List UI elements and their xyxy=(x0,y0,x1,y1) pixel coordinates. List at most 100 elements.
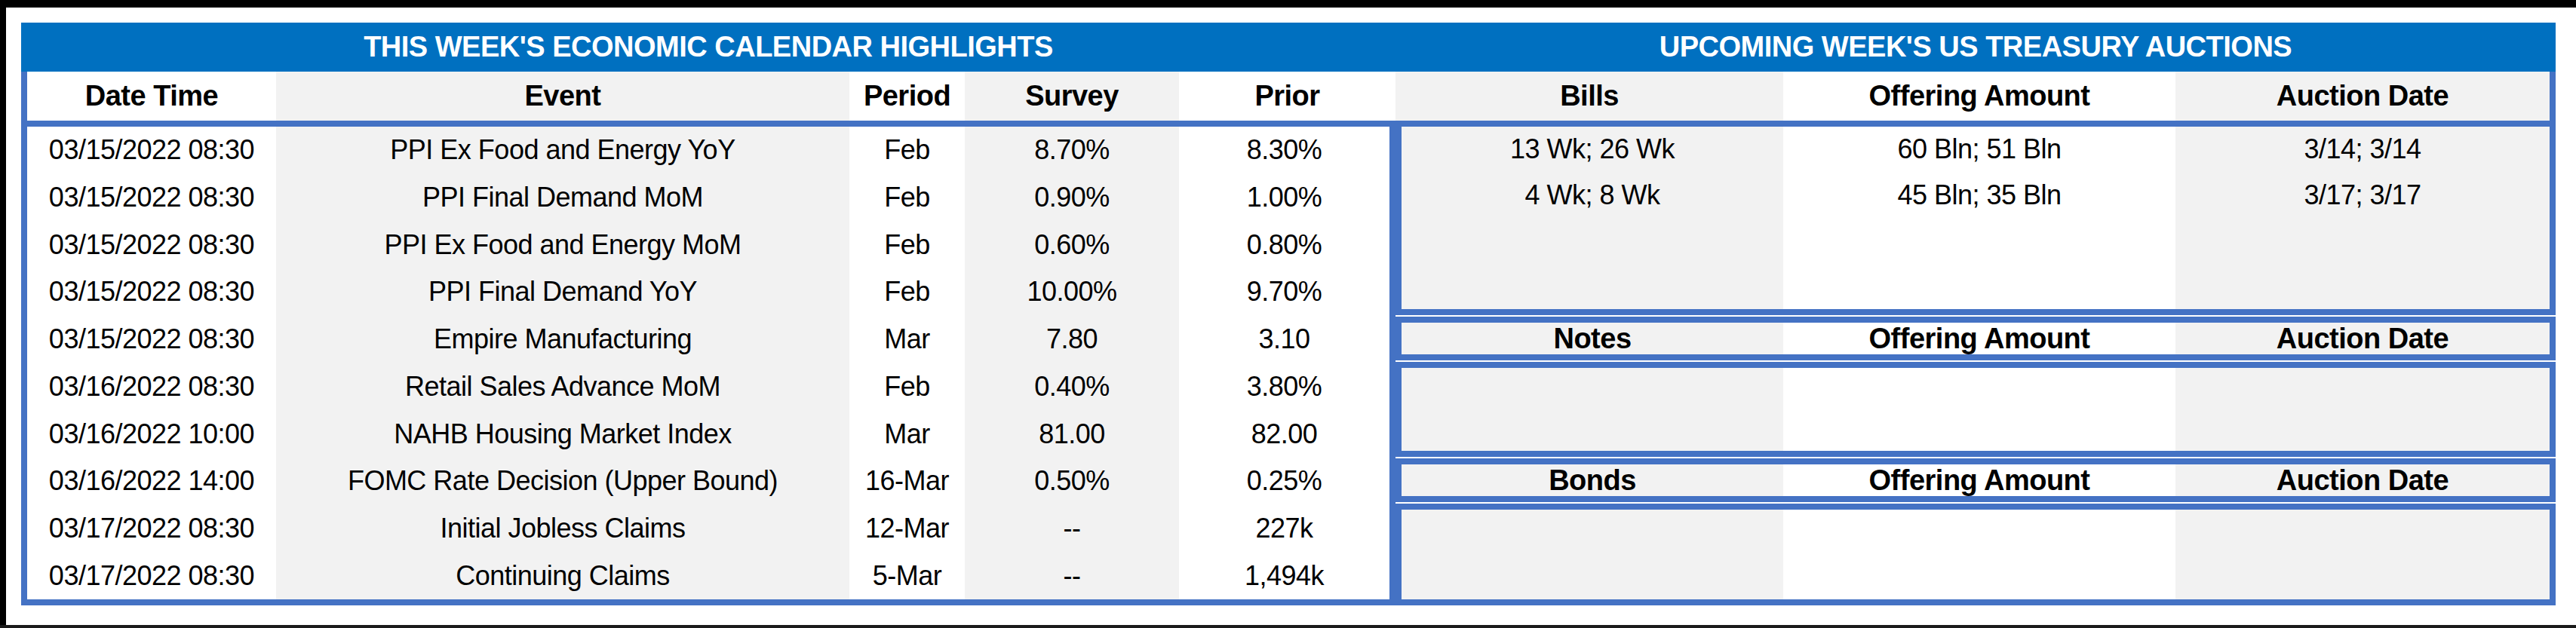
econ-calendar-title: THIS WEEK'S ECONOMIC CALENDAR HIGHLIGHTS xyxy=(21,23,1395,72)
bills-cell-offering: 60 Bln; 51 Bln xyxy=(1783,127,2175,173)
econ-cell-date-time: 03/15/2022 08:30 xyxy=(27,268,276,316)
econ-cell-period: Mar xyxy=(849,410,965,458)
econ-cell-date-time: 03/17/2022 08:30 xyxy=(27,505,276,553)
econ-cell-event: Retail Sales Advance MoM xyxy=(276,363,849,411)
bills-cell-auction xyxy=(2175,218,2550,264)
bills-cell-security: 4 Wk; 8 Wk xyxy=(1402,173,1783,219)
econ-cell-date-time: 03/16/2022 14:00 xyxy=(27,458,276,505)
econ-cell-date-time: 03/15/2022 08:30 xyxy=(27,221,276,268)
notes-row-empty xyxy=(1402,368,2550,451)
econ-cell-event: Empire Manufacturing xyxy=(276,316,849,363)
econ-cell-period: Feb xyxy=(849,221,965,268)
col-header-prior: Prior xyxy=(1179,72,1395,121)
econ-cell-date-time: 03/16/2022 10:00 xyxy=(27,410,276,458)
econ-cell-prior: 8.30% xyxy=(1179,127,1389,174)
col-header-notes: Notes xyxy=(1402,323,1783,354)
notes-section xyxy=(1395,362,2556,457)
econ-cell-event: FOMC Rate Decision (Upper Bound) xyxy=(276,458,849,505)
col-header-offering-amount: Offering Amount xyxy=(1783,72,2175,121)
econ-cell-prior: 3.80% xyxy=(1179,363,1389,411)
bills-section: 13 Wk; 26 Wk 60 Bln; 51 Bln 3/14; 3/14 4… xyxy=(1395,121,2556,315)
title-bar: THIS WEEK'S ECONOMIC CALENDAR HIGHLIGHTS… xyxy=(21,23,2556,72)
econ-row: 03/15/2022 08:30 PPI Ex Food and Energy … xyxy=(27,127,1389,174)
econ-cell-survey: 8.70% xyxy=(965,127,1179,174)
econ-cell-prior: 9.70% xyxy=(1179,268,1389,316)
frame-border-left xyxy=(0,0,6,628)
col-header-period: Period xyxy=(849,72,965,121)
bills-row: 13 Wk; 26 Wk 60 Bln; 51 Bln 3/14; 3/14 xyxy=(1402,127,2550,173)
econ-cell-survey: 0.50% xyxy=(965,458,1179,505)
econ-cell-event: PPI Final Demand YoY xyxy=(276,268,849,316)
econ-cell-date-time: 03/15/2022 08:30 xyxy=(27,316,276,363)
econ-cell-event: Continuing Claims xyxy=(276,552,849,599)
data-area: 03/15/2022 08:30 PPI Ex Food and Energy … xyxy=(21,121,2556,605)
col-header-event: Event xyxy=(276,72,849,121)
econ-cell-prior: 0.25% xyxy=(1179,458,1389,505)
econ-cell-period: Mar xyxy=(849,316,965,363)
col-header-bonds: Bonds xyxy=(1402,464,1783,496)
notes-header-row: Notes Offering Amount Auction Date xyxy=(1395,317,2556,360)
econ-row: 03/17/2022 08:30 Continuing Claims 5-Mar… xyxy=(27,552,1389,599)
bonds-row-empty xyxy=(1402,510,2550,599)
notes-cell-security xyxy=(1402,368,1783,451)
treasury-auctions-body: 13 Wk; 26 Wk 60 Bln; 51 Bln 3/14; 3/14 4… xyxy=(1395,121,2556,605)
econ-cell-survey: 0.60% xyxy=(965,221,1179,268)
econ-cell-survey: -- xyxy=(965,552,1179,599)
col-header-notes-auction: Auction Date xyxy=(2175,323,2550,354)
econ-cell-period: Feb xyxy=(849,363,965,411)
econ-cell-survey: -- xyxy=(965,505,1179,553)
bills-cell-security xyxy=(1402,218,1783,264)
econ-calendar-body: 03/15/2022 08:30 PPI Ex Food and Energy … xyxy=(21,121,1395,605)
econ-row: 03/15/2022 08:30 Empire Manufacturing Ma… xyxy=(27,316,1389,363)
econ-row: 03/15/2022 08:30 PPI Final Demand YoY Fe… xyxy=(27,268,1389,316)
bills-cell-auction: 3/17; 3/17 xyxy=(2175,173,2550,219)
bonds-cell-security xyxy=(1402,510,1783,599)
econ-cell-date-time: 03/17/2022 08:30 xyxy=(27,552,276,599)
econ-cell-event: PPI Ex Food and Energy MoM xyxy=(276,221,849,268)
econ-cell-survey: 81.00 xyxy=(965,410,1179,458)
col-header-auction-date: Auction Date xyxy=(2175,72,2550,121)
econ-cell-event: Initial Jobless Claims xyxy=(276,505,849,553)
col-header-bonds-auction: Auction Date xyxy=(2175,464,2550,496)
econ-cell-survey: 10.00% xyxy=(965,268,1179,316)
econ-cell-prior: 1,494k xyxy=(1179,552,1389,599)
col-header-date-time: Date Time xyxy=(27,72,276,121)
bills-cell-security xyxy=(1402,264,1783,310)
col-header-survey: Survey xyxy=(965,72,1179,121)
col-header-bonds-offering: Offering Amount xyxy=(1783,464,2175,496)
bills-cell-auction: 3/14; 3/14 xyxy=(2175,127,2550,173)
econ-row: 03/17/2022 08:30 Initial Jobless Claims … xyxy=(27,505,1389,553)
econ-cell-survey: 7.80 xyxy=(965,316,1179,363)
col-header-bills: Bills xyxy=(1395,72,1783,121)
econ-cell-period: 5-Mar xyxy=(849,552,965,599)
treasury-auctions-title: UPCOMING WEEK'S US TREASURY AUCTIONS xyxy=(1395,23,2556,72)
bills-cell-offering xyxy=(1783,218,2175,264)
econ-cell-prior: 227k xyxy=(1179,505,1389,553)
econ-cell-period: Feb xyxy=(849,174,965,222)
econ-cell-period: Feb xyxy=(849,268,965,316)
econ-cell-period: Feb xyxy=(849,127,965,174)
bonds-section xyxy=(1395,504,2556,605)
notes-cell-offering xyxy=(1783,368,2175,451)
frame-border-bottom xyxy=(0,625,2576,628)
bonds-cell-auction xyxy=(2175,510,2550,599)
econ-row: 03/15/2022 08:30 PPI Final Demand MoM Fe… xyxy=(27,174,1389,222)
econ-cell-prior: 0.80% xyxy=(1179,221,1389,268)
econ-row: 03/15/2022 08:30 PPI Ex Food and Energy … xyxy=(27,221,1389,268)
econ-cell-date-time: 03/15/2022 08:30 xyxy=(27,174,276,222)
econ-cell-event: PPI Final Demand MoM xyxy=(276,174,849,222)
bills-cell-offering: 45 Bln; 35 Bln xyxy=(1783,173,2175,219)
econ-cell-period: 12-Mar xyxy=(849,505,965,553)
econ-cell-event: NAHB Housing Market Index xyxy=(276,410,849,458)
econ-row: 03/16/2022 08:30 Retail Sales Advance Mo… xyxy=(27,363,1389,411)
bills-cell-offering xyxy=(1783,264,2175,310)
econ-cell-date-time: 03/16/2022 08:30 xyxy=(27,363,276,411)
econ-cell-prior: 1.00% xyxy=(1179,174,1389,222)
weekly-calendar-sheet: THIS WEEK'S ECONOMIC CALENDAR HIGHLIGHTS… xyxy=(21,23,2556,605)
col-header-notes-offering: Offering Amount xyxy=(1783,323,2175,354)
econ-cell-prior: 3.10 xyxy=(1179,316,1389,363)
econ-row: 03/16/2022 14:00 FOMC Rate Decision (Upp… xyxy=(27,458,1389,505)
bills-cell-security: 13 Wk; 26 Wk xyxy=(1402,127,1783,173)
bills-row-empty xyxy=(1402,264,2550,310)
econ-cell-survey: 0.90% xyxy=(965,174,1179,222)
